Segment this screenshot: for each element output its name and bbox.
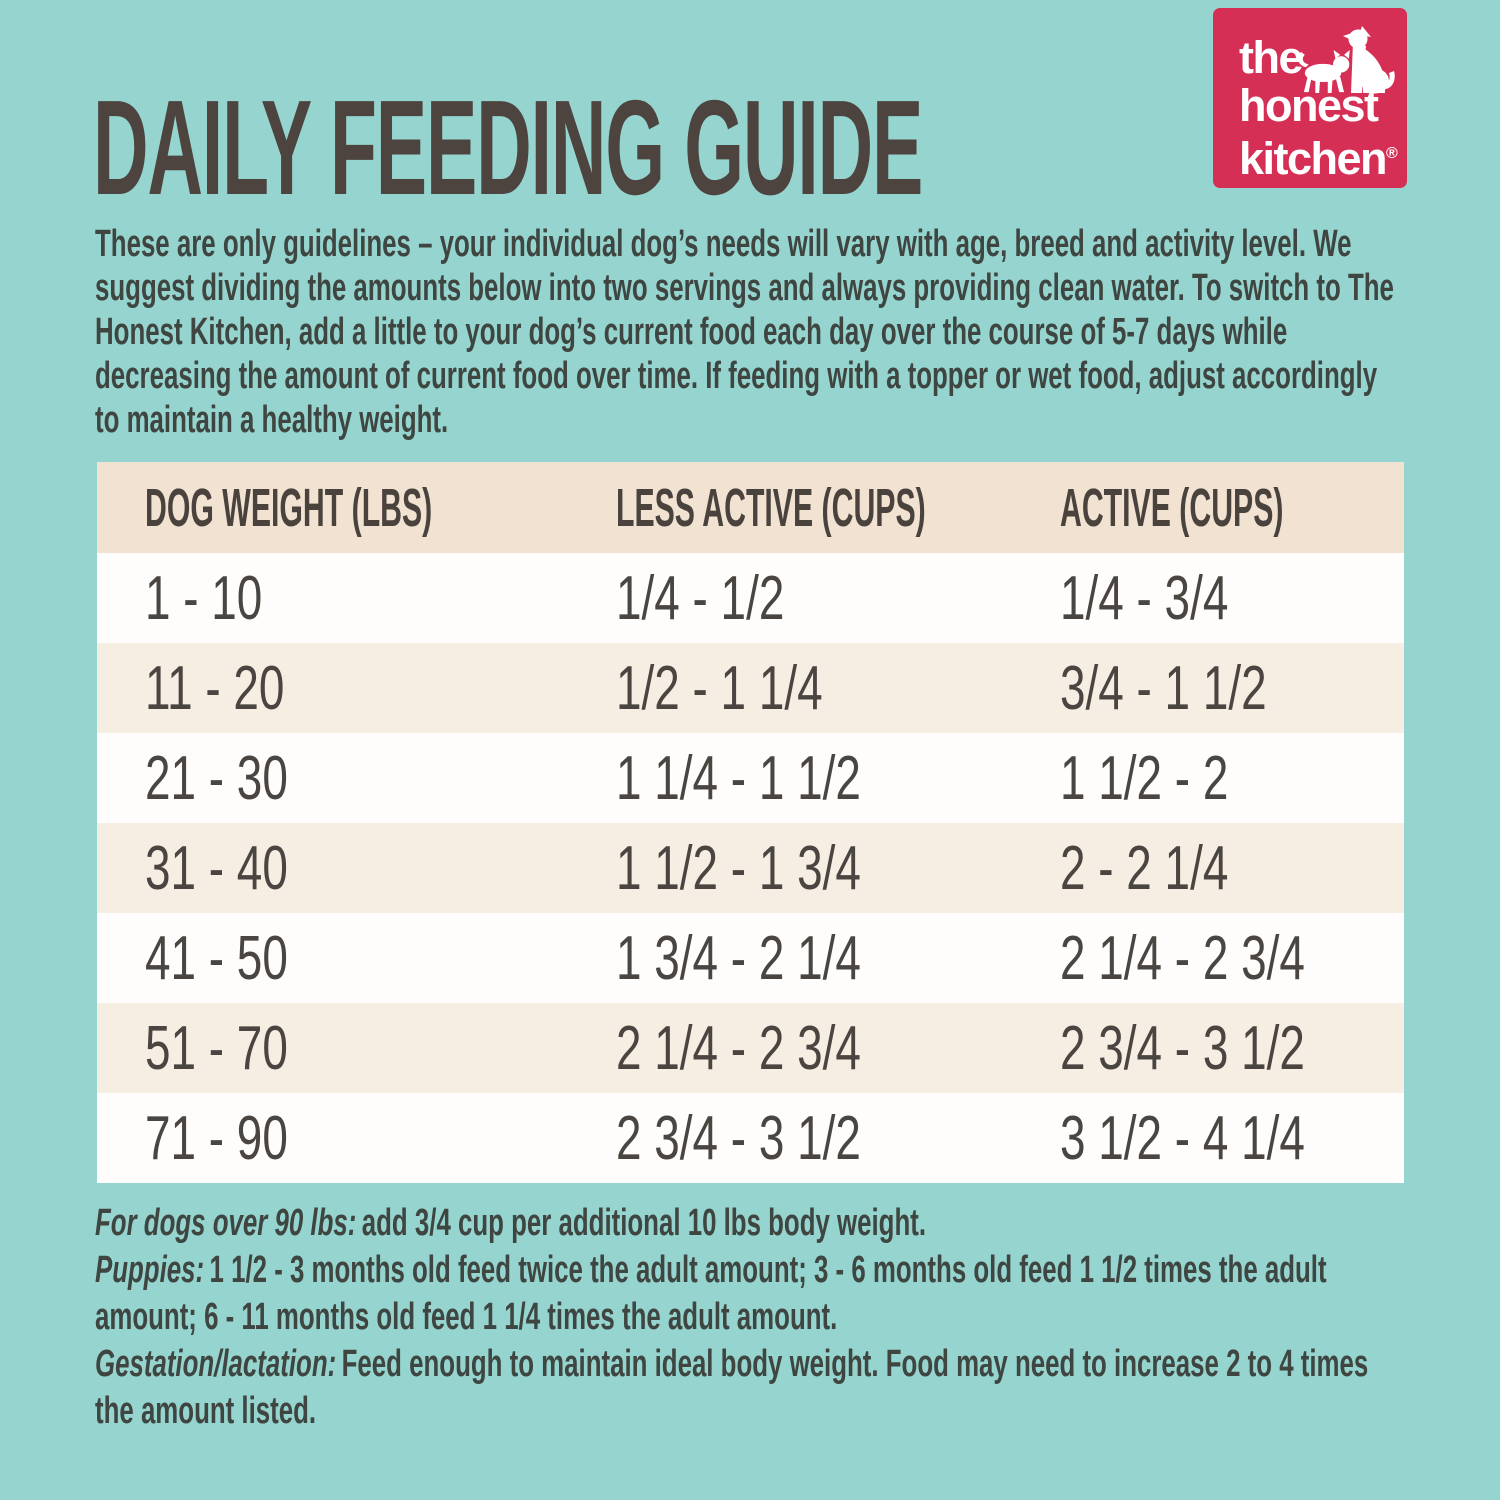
less-active-cell: 1 3/4 - 2 1/4	[615, 923, 861, 993]
note-label: Puppies:	[95, 1249, 205, 1291]
note-gestation: Gestation/lactation: Feed enough to maint…	[95, 1341, 1401, 1435]
less-active-cell: 1 1/2 - 1 3/4	[615, 833, 861, 903]
table-row: 11 - 20 1/2 - 1 1/4 3/4 - 1 1/2	[97, 643, 1404, 733]
table-row: 31 - 40 1 1/2 - 1 3/4 2 - 2 1/4	[97, 823, 1404, 913]
registered-mark: ®	[1386, 145, 1398, 162]
weight-cell: 1 - 10	[145, 563, 263, 633]
dog-icon	[1343, 26, 1395, 94]
logo-wordmark: the honest kitchen®	[1239, 34, 1398, 183]
table-header-row: DOG WEIGHT (LBS) LESS ACTIVE (CUPS) ACTI…	[97, 462, 1404, 553]
note-text: 1 1/2 - 3 months old feed twice the adul…	[95, 1249, 1327, 1338]
weight-cell: 11 - 20	[145, 653, 285, 723]
note-puppies: Puppies: 1 1/2 - 3 months old feed twice …	[95, 1247, 1401, 1341]
col-header-less-active: LESS ACTIVE (CUPS)	[615, 477, 926, 538]
weight-cell: 71 - 90	[145, 1103, 288, 1173]
less-active-cell: 2 3/4 - 3 1/2	[615, 1103, 861, 1173]
footer-notes: For dogs over 90 lbs: add 3/4 cup per add…	[95, 1200, 1401, 1435]
weight-cell: 21 - 30	[145, 743, 288, 813]
logo-line-the: the	[1239, 32, 1303, 83]
col-header-dog-weight: DOG WEIGHT (LBS)	[145, 477, 433, 538]
active-cell: 3/4 - 1 1/2	[1059, 653, 1267, 723]
intro-paragraph: These are only guidelines – your individ…	[95, 223, 1394, 441]
table-row: 71 - 90 2 3/4 - 3 1/2 3 1/2 - 4 1/4	[97, 1093, 1404, 1183]
feeding-table: DOG WEIGHT (LBS) LESS ACTIVE (CUPS) ACTI…	[97, 462, 1404, 1183]
active-cell: 3 1/2 - 4 1/4	[1059, 1103, 1305, 1173]
table-row: 51 - 70 2 1/4 - 2 3/4 2 3/4 - 3 1/2	[97, 1003, 1404, 1093]
page-title: DAILY FEEDING GUIDE	[93, 72, 923, 223]
col-header-active: ACTIVE (CUPS)	[1059, 477, 1284, 538]
weight-cell: 51 - 70	[145, 1013, 288, 1083]
honest-kitchen-logo: the honest kitchen®	[1213, 8, 1407, 188]
less-active-cell: 1/2 - 1 1/4	[615, 653, 823, 723]
active-cell: 2 3/4 - 3 1/2	[1059, 1013, 1305, 1083]
note-over-90lbs: For dogs over 90 lbs: add 3/4 cup per add…	[95, 1200, 1401, 1247]
note-label: For dogs over 90 lbs:	[95, 1202, 357, 1244]
table-row: 1 - 10 1/4 - 1/2 1/4 - 3/4	[97, 553, 1404, 643]
table-row: 41 - 50 1 3/4 - 2 1/4 2 1/4 - 2 3/4	[97, 913, 1404, 1003]
active-cell: 2 - 2 1/4	[1059, 833, 1229, 903]
active-cell: 2 1/4 - 2 3/4	[1059, 923, 1305, 993]
less-active-cell: 1 1/4 - 1 1/2	[615, 743, 861, 813]
weight-cell: 31 - 40	[145, 833, 288, 903]
less-active-cell: 2 1/4 - 2 3/4	[615, 1013, 861, 1083]
weight-cell: 41 - 50	[145, 923, 288, 993]
note-text: Feed enough to maintain ideal body weigh…	[95, 1343, 1369, 1432]
logo-line-honest: honest	[1239, 80, 1379, 131]
cat-icon	[1297, 50, 1350, 94]
less-active-cell: 1/4 - 1/2	[615, 563, 784, 633]
note-label: Gestation/lactation:	[95, 1343, 337, 1385]
active-cell: 1/4 - 3/4	[1059, 563, 1229, 633]
note-text: add 3/4 cup per additional 10 lbs body w…	[361, 1202, 927, 1244]
logo-line-kitchen: kitchen®	[1239, 133, 1398, 184]
table-row: 21 - 30 1 1/4 - 1 1/2 1 1/2 - 2	[97, 733, 1404, 823]
active-cell: 1 1/2 - 2	[1059, 743, 1229, 813]
